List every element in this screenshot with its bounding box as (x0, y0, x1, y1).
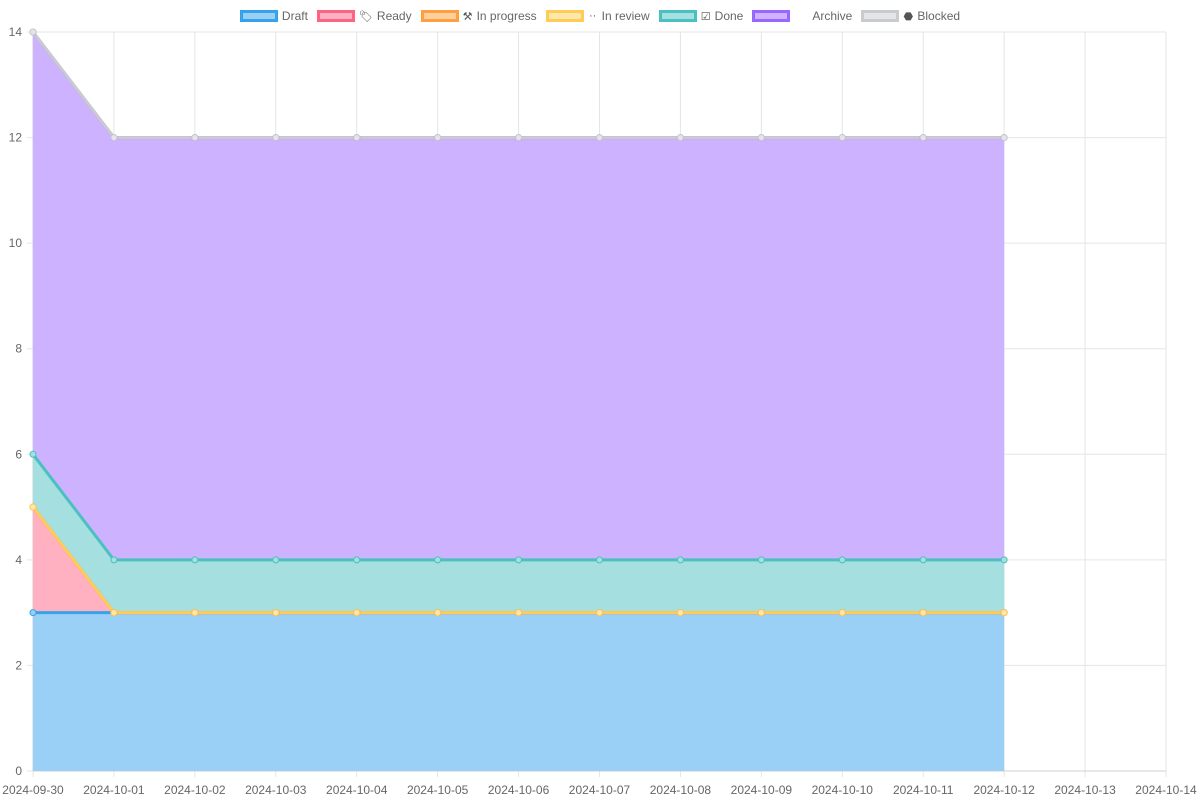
point-done (515, 556, 523, 564)
legend-label: Archive (812, 9, 853, 23)
x-tick-label: 2024-09-30 (2, 783, 64, 797)
area-done (33, 454, 1005, 613)
point-done (838, 556, 846, 564)
tag-icon: 🏷 (358, 10, 373, 23)
legend-item-ready[interactable]: 🏷 Ready (316, 9, 412, 23)
point-blocked (29, 28, 37, 36)
legend: Draft 🏷 Ready ⚒ In progress ·· In review ☑ Done A… (0, 6, 1200, 26)
legend-swatch (316, 10, 355, 22)
area-draft (33, 612, 1005, 771)
point-blocked (838, 134, 846, 142)
legend-label: Draft (281, 9, 308, 23)
point-in-review (191, 609, 199, 617)
point-in-review (1000, 609, 1008, 617)
point-in-review (676, 609, 684, 617)
point-in-review (434, 609, 442, 617)
worker-icon: ⚒ (462, 10, 473, 23)
point-blocked (1000, 134, 1008, 142)
x-tick-label: 2024-10-11 (893, 783, 954, 797)
area-layers (33, 32, 1005, 771)
y-tick-label: 10 (9, 236, 23, 250)
x-tick-label: 2024-10-05 (407, 783, 469, 797)
point-done (110, 556, 118, 564)
x-tick-label: 2024-10-02 (164, 783, 226, 797)
legend-label: In progress (476, 9, 537, 23)
series-points (29, 28, 1008, 617)
y-tick-label: 12 (9, 131, 23, 145)
point-in-review (272, 609, 280, 617)
point-in-review (757, 609, 765, 617)
legend-swatch (545, 10, 584, 22)
x-tick-label: 2024-10-14 (1135, 783, 1197, 797)
y-tick-label: 14 (9, 25, 23, 39)
legend-label: Done (714, 9, 744, 23)
legend-swatch (752, 10, 791, 22)
eyes-icon: ·· (588, 10, 597, 22)
point-in-review (838, 609, 846, 617)
x-tick-label: 2024-10-06 (488, 783, 550, 797)
legend-label: Ready (376, 9, 412, 23)
point-blocked (676, 134, 684, 142)
point-in-review (353, 609, 361, 617)
y-tick-label: 0 (15, 764, 22, 778)
x-tick-label: 2024-10-07 (569, 783, 631, 797)
point-draft (29, 609, 37, 617)
legend-item-in-progress[interactable]: ⚒ In progress (420, 9, 537, 23)
point-blocked (596, 134, 603, 142)
x-tick-label: 2024-10-04 (326, 783, 388, 797)
y-tick-label: 6 (15, 447, 22, 461)
y-tick-label: 2 (15, 658, 22, 672)
point-blocked (515, 134, 523, 142)
point-blocked (434, 134, 442, 142)
point-done (191, 556, 199, 564)
x-tick-label: 2024-10-09 (731, 783, 793, 797)
legend-item-draft[interactable]: Draft (239, 9, 308, 23)
x-tick-label: 2024-10-10 (812, 783, 874, 797)
point-blocked (110, 134, 118, 142)
y-tick-label: 8 (15, 342, 22, 356)
legend-swatch (420, 10, 459, 22)
legend-label: In review (601, 9, 650, 23)
point-in-review (110, 609, 118, 617)
point-done (29, 450, 37, 458)
legend-label: Blocked (917, 9, 961, 23)
checkbox-icon: ☑ (700, 10, 711, 23)
stop-icon: ⬣ (903, 10, 914, 23)
point-done (434, 556, 442, 564)
point-blocked (757, 134, 765, 142)
point-blocked (353, 134, 361, 142)
point-done (272, 556, 280, 564)
x-tick-label: 2024-10-01 (83, 783, 145, 797)
point-done (353, 556, 361, 564)
x-tick-label: 2024-10-12 (973, 783, 1035, 797)
legend-swatch (239, 10, 278, 22)
x-tick-label: 2024-10-03 (245, 783, 307, 797)
point-done (919, 556, 927, 564)
y-tick-label: 4 (15, 553, 22, 567)
legend-item-blocked[interactable]: ⬣ Blocked (861, 9, 960, 23)
point-in-review (515, 609, 523, 617)
legend-item-done[interactable]: ☑ Done (658, 9, 744, 23)
point-done (676, 556, 684, 564)
point-in-review (29, 503, 37, 511)
area-archive (33, 32, 1005, 560)
x-tick-label: 2024-10-13 (1054, 783, 1116, 797)
point-blocked (919, 134, 927, 142)
point-blocked (272, 134, 280, 142)
legend-item-archive[interactable]: Archive (752, 9, 852, 23)
legend-item-in-review[interactable]: ·· In review (545, 9, 650, 23)
x-tick-label: 2024-10-08 (650, 783, 712, 797)
point-done (757, 556, 765, 564)
legend-swatch (658, 10, 697, 22)
point-done (1000, 556, 1008, 564)
point-done (596, 556, 603, 564)
point-blocked (191, 134, 199, 142)
legend-swatch (861, 10, 900, 22)
point-in-review (919, 609, 927, 617)
point-in-review (596, 609, 603, 617)
